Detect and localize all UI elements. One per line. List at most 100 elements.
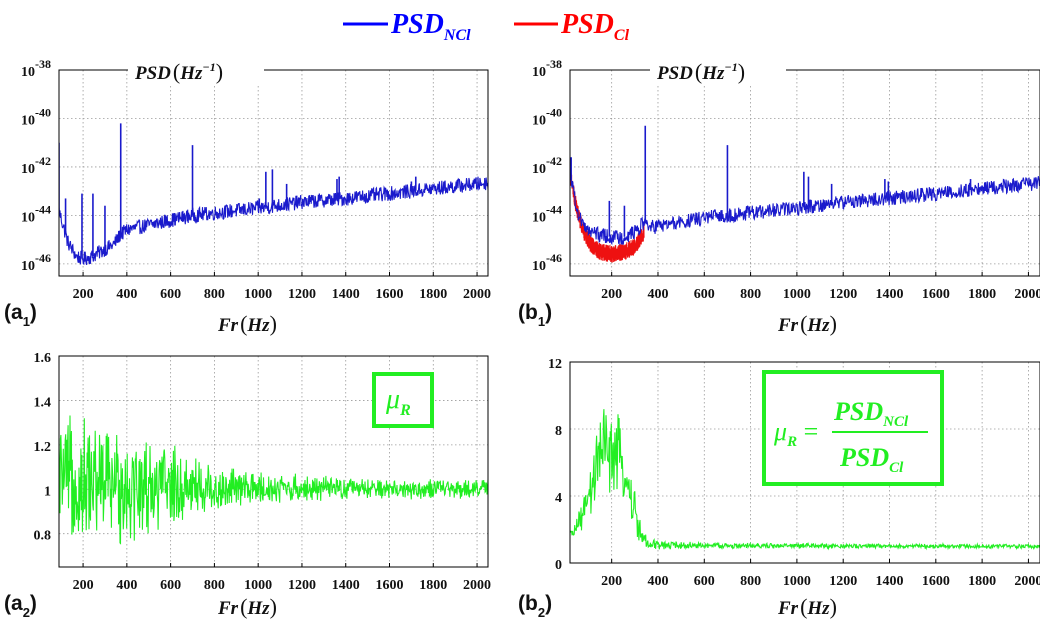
a1-xtick-label-1000: 1000 bbox=[244, 287, 272, 302]
b1-xtick-label-400: 400 bbox=[647, 287, 668, 302]
a2-ytick-label: 1.6 bbox=[34, 351, 52, 366]
b2-panel-sub: 2 bbox=[538, 605, 545, 620]
a2-mu-symbol: μ bbox=[385, 384, 400, 415]
panel-b2: 200 400 600 800 1000 1200 1400 1600 1800 2000 0 4 8 1… bbox=[518, 357, 1040, 620]
b2-mu-sub: R bbox=[786, 434, 797, 450]
b2-den-sub: Cl bbox=[889, 460, 904, 476]
a1-ytick-label: 10-44 bbox=[21, 202, 51, 225]
b2-ytick-label: 12 bbox=[548, 357, 562, 372]
a2-plot-area bbox=[59, 415, 488, 545]
a1-psd-label-bg bbox=[128, 58, 264, 84]
b1-ytick-label: 10-42 bbox=[532, 154, 562, 177]
b1-xtick-label-200: 200 bbox=[601, 287, 622, 302]
b1-ticks: 200 400 600 800 1000 1200 1400 1600 1800 2000 10-3… bbox=[532, 57, 1040, 302]
a2-xtick-label-2000: 2000 bbox=[463, 578, 491, 593]
a1-psd-exp: −1 bbox=[202, 60, 215, 74]
b2-ytick-label: 0 bbox=[555, 558, 562, 573]
b2-xtick-label-200: 200 bbox=[601, 574, 622, 589]
b2-xtick-label-1000: 1000 bbox=[783, 574, 811, 589]
a1-xtick-label-1800: 1800 bbox=[419, 287, 447, 302]
b1-series-psd_cl bbox=[570, 168, 645, 263]
a2-panel-close: ) bbox=[30, 592, 37, 615]
b1-xtick-label-1000: 1000 bbox=[783, 287, 811, 302]
a2-mu-label: μR bbox=[385, 384, 411, 419]
a1-ytick-label: 10-46 bbox=[21, 251, 51, 274]
b1-panel-close: ) bbox=[545, 301, 552, 324]
a2-xtick-label-400: 400 bbox=[116, 578, 137, 593]
a1-grid bbox=[59, 70, 488, 276]
b2-xlabel-unit: Hz bbox=[806, 598, 830, 619]
a2-series-ratio bbox=[59, 415, 488, 545]
b2-xtick-label-400: 400 bbox=[647, 574, 668, 589]
b2-frame bbox=[569, 361, 1040, 564]
a2-xlabel: Fr(Hz) bbox=[217, 594, 277, 619]
b2-xtick-label-1800: 1800 bbox=[968, 574, 996, 589]
a1-series-psd_ncl bbox=[59, 176, 488, 266]
b1-xtick-label-600: 600 bbox=[694, 287, 715, 302]
a2-ytick-label: 0.8 bbox=[34, 529, 52, 544]
a1-xlabel-main: Fr bbox=[217, 315, 239, 336]
a1-xtick-label-1400: 1400 bbox=[332, 287, 360, 302]
b2-xlabel: Fr(Hz) bbox=[777, 594, 837, 619]
b1-psd-unit: Hz bbox=[701, 63, 725, 84]
a1-panel-sub: 1 bbox=[23, 314, 30, 329]
b1-ytick-label: 10-38 bbox=[532, 57, 562, 80]
b1-psd-label: PSD(Hz−1) bbox=[656, 59, 745, 84]
panel-a1: 200 400 600 800 1000 1200 1400 1600 1800 2000 10-3… bbox=[4, 57, 491, 336]
a2-xtick-label-200: 200 bbox=[73, 578, 94, 593]
b2-data bbox=[570, 409, 1040, 551]
legend: PSDNCl PSDCl bbox=[343, 9, 630, 44]
a2-ytick-label: 1.4 bbox=[34, 395, 52, 410]
legend-psd-cl-main: PSD bbox=[560, 9, 614, 40]
b2-xtick-label-600: 600 bbox=[694, 574, 715, 589]
a1-psd-label: PSD(Hz−1) bbox=[134, 59, 223, 84]
a2-mu-sub: R bbox=[399, 402, 411, 419]
b1-xtick-label-800: 800 bbox=[740, 287, 761, 302]
b1-xtick-label-1800: 1800 bbox=[968, 287, 996, 302]
legend-psd-cl-sub: Cl bbox=[614, 27, 630, 44]
a1-xlabel: Fr(Hz) bbox=[217, 311, 277, 336]
b2-panel-id: (b2) bbox=[518, 592, 552, 620]
b2-xlabel-main: Fr bbox=[777, 598, 799, 619]
legend-psd-ncl-main: PSD bbox=[390, 9, 444, 40]
b1-xtick-label-2000: 2000 bbox=[1014, 287, 1040, 302]
b1-psd-exp: −1 bbox=[724, 60, 737, 74]
a1-xtick-label-800: 800 bbox=[204, 287, 225, 302]
a2-xtick-label-1600: 1600 bbox=[376, 578, 404, 593]
a2-data bbox=[59, 415, 488, 545]
b1-xlabel-main: Fr bbox=[777, 315, 799, 336]
a1-xtick-label-600: 600 bbox=[160, 287, 181, 302]
b2-panel-close: ) bbox=[545, 592, 552, 615]
b2-ticks: 200 400 600 800 1000 1200 1400 1600 1800 2000 0 4 8 1… bbox=[548, 357, 1040, 589]
b1-panel-id: (b1) bbox=[518, 301, 552, 329]
a1-ytick-label: 10-40 bbox=[21, 105, 51, 128]
a2-xtick-label-1800: 1800 bbox=[419, 578, 447, 593]
b1-panel-letter: (b bbox=[518, 301, 538, 324]
a1-xtick-label-400: 400 bbox=[116, 287, 137, 302]
b1-ytick-label: 10-46 bbox=[532, 251, 562, 274]
a2-xtick-label-1000: 1000 bbox=[244, 578, 272, 593]
b2-mu-label: μR = bbox=[773, 417, 818, 450]
b2-xtick-label-1400: 1400 bbox=[876, 574, 904, 589]
a1-psd-main: PSD bbox=[134, 63, 171, 84]
a2-panel-id: (a2) bbox=[4, 592, 37, 620]
a1-panel-letter: (a bbox=[4, 301, 23, 324]
legend-label-psd-cl: PSDCl bbox=[560, 9, 630, 44]
a2-xtick-label-1400: 1400 bbox=[332, 578, 360, 593]
b1-ytick-label: 10-44 bbox=[532, 202, 562, 225]
b2-den-main: PSD bbox=[839, 443, 889, 472]
a1-psd-unit: Hz bbox=[179, 63, 203, 84]
a1-xtick-label-1600: 1600 bbox=[376, 287, 404, 302]
a2-xtick-label-600: 600 bbox=[160, 578, 181, 593]
b2-ytick-label: 4 bbox=[555, 491, 562, 506]
b2-mu-box bbox=[762, 370, 944, 486]
b2-mu-eq: = bbox=[797, 417, 818, 446]
a1-panel-id: (a1) bbox=[4, 301, 37, 329]
a1-data bbox=[59, 123, 488, 266]
b1-xtick-label-1600: 1600 bbox=[922, 287, 950, 302]
a2-xlabel-unit: Hz bbox=[246, 598, 270, 619]
b1-data bbox=[570, 125, 1040, 263]
b1-panel-sub: 1 bbox=[538, 314, 545, 329]
a1-xtick-label-200: 200 bbox=[73, 287, 94, 302]
